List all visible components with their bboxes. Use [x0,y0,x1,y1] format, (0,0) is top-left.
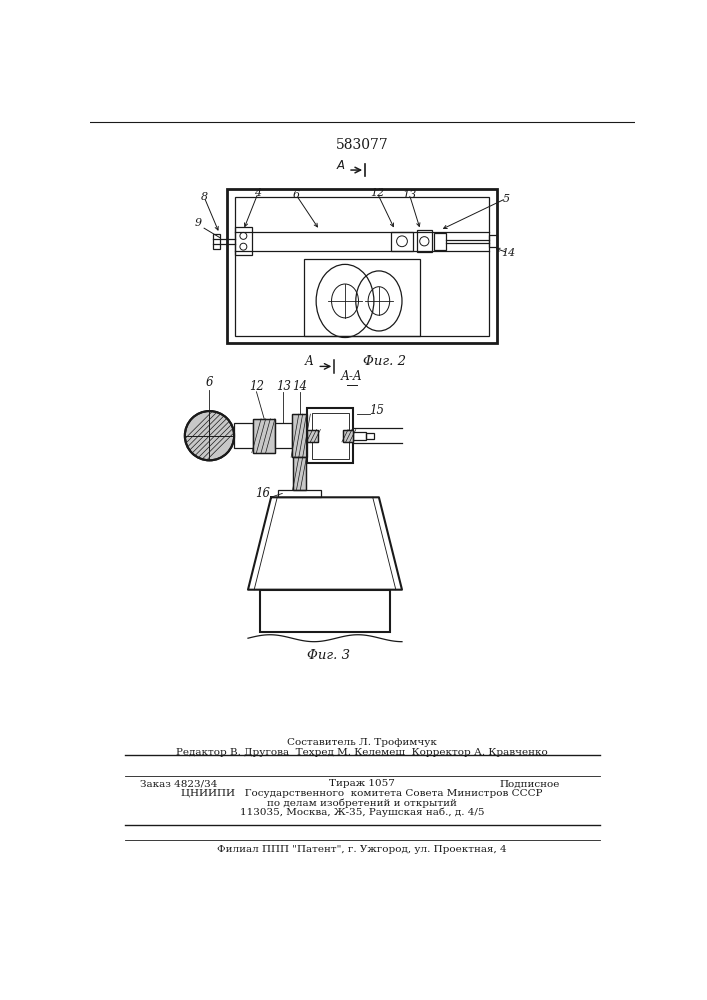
Text: 9: 9 [194,218,201,228]
Bar [308,430,318,442]
Text: 15: 15 [369,404,384,417]
Text: А: А [305,355,314,368]
Text: 6: 6 [206,376,214,389]
Text: 16: 16 [255,487,271,500]
Text: ЦНИИПИ   Государственного  комитета Совета Министров СССР: ЦНИИПИ Государственного комитета Совета … [181,789,543,798]
Bar [293,457,305,490]
Text: 6: 6 [293,190,300,200]
Bar [343,430,354,442]
Text: 8: 8 [201,192,208,202]
Text: 4: 4 [255,188,262,198]
Bar [366,433,373,439]
Text: Φиг. 2: Φиг. 2 [363,355,407,368]
Text: Редактор В. Другова  Техред М. Келемеш  Корректор А. Кравченко: Редактор В. Другова Техред М. Келемеш Ко… [176,748,548,757]
Bar [292,414,308,457]
Text: 12: 12 [370,188,385,198]
Bar [343,430,354,442]
Bar [235,197,489,336]
Text: 113035, Москва, Ж-35, Раушская наб., д. 4/5: 113035, Москва, Ж-35, Раушская наб., д. … [240,807,484,817]
Text: Тираж 1057: Тираж 1057 [329,779,395,788]
Text: 583077: 583077 [336,138,388,152]
Bar [354,432,366,440]
Text: 13: 13 [276,379,291,392]
Text: Φиг. 3: Φиг. 3 [308,649,351,662]
Text: А: А [337,159,344,172]
Text: 12: 12 [249,379,264,392]
Bar [253,419,275,453]
Bar [293,457,305,490]
Bar [304,259,420,336]
Bar [489,235,497,247]
Bar [308,408,354,463]
Text: Составитель Л. Трофимчук: Составитель Л. Трофимчук [287,738,437,747]
Bar [416,230,432,252]
Bar [308,430,318,442]
Bar [234,423,253,448]
Bar [279,490,321,497]
Text: Заказ 4823/34: Заказ 4823/34 [140,779,218,788]
Bar [214,234,219,249]
Text: 5: 5 [503,194,510,204]
Bar [292,414,308,457]
Text: Подписное: Подписное [499,779,560,788]
Bar [312,413,349,459]
Circle shape [185,411,234,460]
Text: Филиал ППП "Патент", г. Ужгород, ул. Проектная, 4: Филиал ППП "Патент", г. Ужгород, ул. Про… [217,845,507,854]
Bar [434,233,446,250]
Text: 14: 14 [292,379,307,392]
Bar [391,232,413,251]
Bar [227,189,497,343]
Text: 13: 13 [402,190,417,200]
Text: 14: 14 [501,248,515,258]
Bar [235,227,252,255]
Bar [259,590,390,632]
Text: по делам изобретений и открытий: по делам изобретений и открытий [267,798,457,808]
Text: А-А: А-А [341,370,363,383]
Bar [253,419,275,453]
Bar [275,423,292,448]
